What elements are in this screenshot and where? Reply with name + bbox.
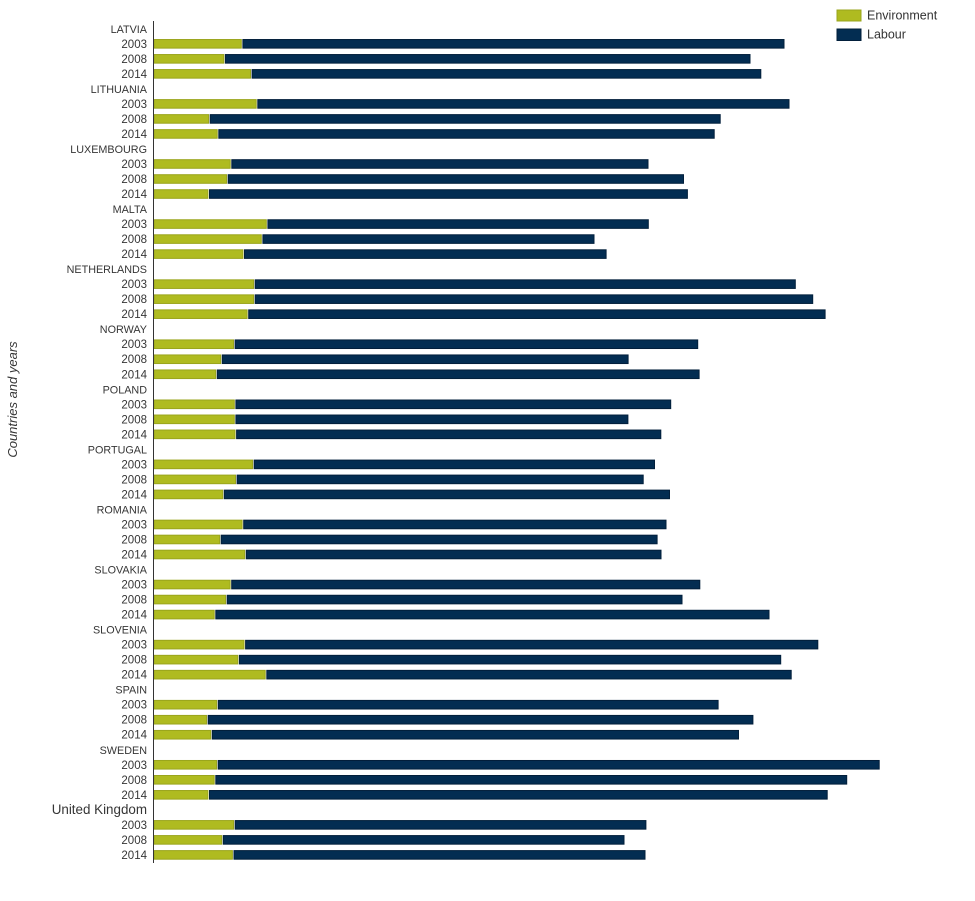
svg-text:2003: 2003 [121, 339, 147, 351]
svg-text:2014: 2014 [121, 189, 147, 201]
svg-text:SWEDEN: SWEDEN [100, 745, 147, 757]
svg-text:2008: 2008 [121, 294, 147, 306]
svg-text:2008: 2008 [121, 234, 147, 246]
svg-text:SPAIN: SPAIN [115, 685, 147, 697]
svg-text:SLOVENIA: SLOVENIA [93, 625, 148, 637]
svg-text:2014: 2014 [121, 670, 147, 682]
svg-text:Labour: Labour [867, 28, 906, 42]
svg-text:2008: 2008 [121, 54, 147, 66]
svg-text:2014: 2014 [121, 850, 147, 862]
svg-text:2003: 2003 [121, 700, 147, 712]
svg-text:2014: 2014 [121, 309, 147, 321]
svg-text:2008: 2008 [121, 655, 147, 667]
svg-text:2014: 2014 [121, 550, 147, 562]
svg-text:2008: 2008 [121, 174, 147, 186]
svg-text:2003: 2003 [121, 39, 147, 51]
svg-text:2003: 2003 [121, 640, 147, 652]
svg-text:LITHUANIA: LITHUANIA [91, 84, 148, 96]
svg-text:Countries and years: Countries and years [5, 341, 20, 458]
svg-text:LUXEMBOURG: LUXEMBOURG [70, 144, 147, 156]
svg-text:Environment: Environment [867, 9, 938, 23]
svg-text:2008: 2008 [121, 715, 147, 727]
svg-text:2003: 2003 [121, 99, 147, 111]
svg-text:2014: 2014 [121, 369, 147, 381]
svg-text:2003: 2003 [121, 399, 147, 411]
svg-text:2014: 2014 [121, 730, 147, 742]
svg-text:PORTUGAL: PORTUGAL [88, 444, 147, 456]
svg-text:2008: 2008 [121, 474, 147, 486]
svg-text:SLOVAKIA: SLOVAKIA [94, 565, 147, 577]
svg-text:2003: 2003 [121, 219, 147, 231]
svg-text:2008: 2008 [121, 114, 147, 126]
svg-text:POLAND: POLAND [103, 384, 148, 396]
svg-text:2003: 2003 [121, 459, 147, 471]
svg-text:2014: 2014 [121, 249, 147, 261]
svg-text:MALTA: MALTA [113, 204, 148, 216]
svg-text:2003: 2003 [121, 820, 147, 832]
svg-text:2014: 2014 [121, 790, 147, 802]
svg-text:2003: 2003 [121, 520, 147, 532]
svg-text:2003: 2003 [121, 279, 147, 291]
svg-text:2008: 2008 [121, 595, 147, 607]
svg-text:NETHERLANDS: NETHERLANDS [67, 264, 147, 276]
svg-text:2008: 2008 [121, 354, 147, 366]
svg-text:2003: 2003 [121, 159, 147, 171]
svg-text:2008: 2008 [121, 535, 147, 547]
svg-text:ROMANIA: ROMANIA [97, 504, 148, 516]
svg-text:2014: 2014 [121, 489, 147, 501]
svg-text:2008: 2008 [121, 835, 147, 847]
svg-text:NORWAY: NORWAY [100, 324, 147, 336]
svg-text:United Kingdom: United Kingdom [52, 802, 147, 817]
svg-text:2003: 2003 [121, 580, 147, 592]
svg-text:2014: 2014 [121, 129, 147, 141]
svg-text:2008: 2008 [121, 775, 147, 787]
svg-text:2014: 2014 [121, 610, 147, 622]
svg-text:2008: 2008 [121, 414, 147, 426]
svg-text:2014: 2014 [121, 429, 147, 441]
svg-text:2014: 2014 [121, 69, 147, 81]
svg-text:LATVIA: LATVIA [111, 24, 148, 36]
svg-text:2003: 2003 [121, 760, 147, 772]
